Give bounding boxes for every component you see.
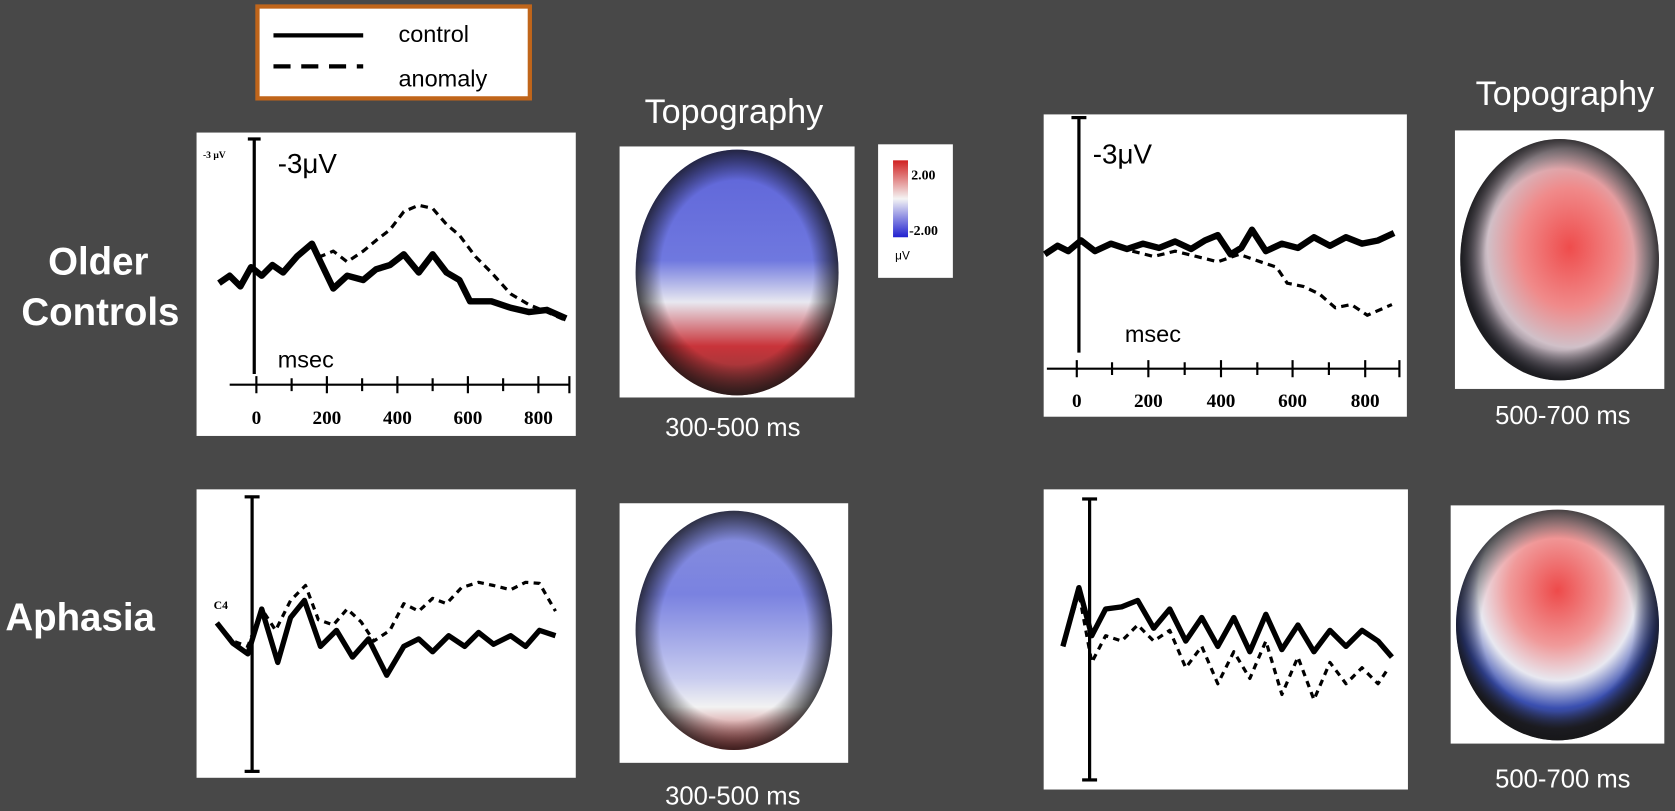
time-window: 500-700 ms xyxy=(1495,765,1630,793)
unit-label: msec xyxy=(278,347,334,373)
row-label: Controls xyxy=(21,291,179,334)
x-tick-label: 600 xyxy=(1278,391,1307,412)
row-label: Older xyxy=(48,241,148,284)
topography-map xyxy=(620,503,849,763)
erp-panel: -3 μV -3μV msec 0 200 400 600 800 xyxy=(197,133,576,436)
legend-label: control xyxy=(398,21,469,47)
x-tick-label: 800 xyxy=(1351,391,1380,412)
erp-panel xyxy=(1044,489,1408,789)
topography-heading: Topography xyxy=(645,93,824,131)
unit-label: msec xyxy=(1125,321,1181,347)
row-label: Aphasia xyxy=(5,596,155,639)
legend-box xyxy=(257,7,529,99)
page: {"legend": {"items": ["control", "anomal… xyxy=(0,0,1675,811)
colorbar-label: -2.00 xyxy=(909,224,938,239)
topography-map xyxy=(1455,130,1664,389)
x-tick-label: 400 xyxy=(383,408,412,429)
time-window: 500-700 ms xyxy=(1495,402,1630,430)
amplitude-label: -3μV xyxy=(278,148,338,179)
x-tick-label: 400 xyxy=(1207,391,1236,412)
time-window: 300-500 ms xyxy=(665,782,800,810)
erp-panel: -3μV msec 0 200 400 600 800 xyxy=(1044,114,1407,416)
x-tick-label: 0 xyxy=(1072,391,1082,412)
x-tick-label: 600 xyxy=(453,408,482,429)
time-window: 300-500 ms xyxy=(665,414,800,442)
electrode-label: C4 xyxy=(214,599,228,612)
topography-map xyxy=(620,146,855,397)
colorbar-unit: μV xyxy=(895,250,910,263)
small-label: -3 μV xyxy=(203,150,226,161)
legend-label: anomaly xyxy=(398,66,487,92)
amplitude-label: -3μV xyxy=(1093,139,1153,170)
topography-heading: Topography xyxy=(1476,75,1655,113)
x-tick-label: 200 xyxy=(312,408,341,429)
x-tick-label: 800 xyxy=(524,408,553,429)
x-tick-label: 0 xyxy=(252,408,262,429)
erp-panel: C4 xyxy=(197,489,576,777)
colorbar: 2.00 -2.00 μV xyxy=(878,144,953,278)
slide: control anomaly Older Controls Aphasia -… xyxy=(0,0,1675,811)
topography-map xyxy=(1451,505,1665,743)
colorbar-label: 2.00 xyxy=(911,169,935,184)
x-tick-label: 200 xyxy=(1134,391,1163,412)
